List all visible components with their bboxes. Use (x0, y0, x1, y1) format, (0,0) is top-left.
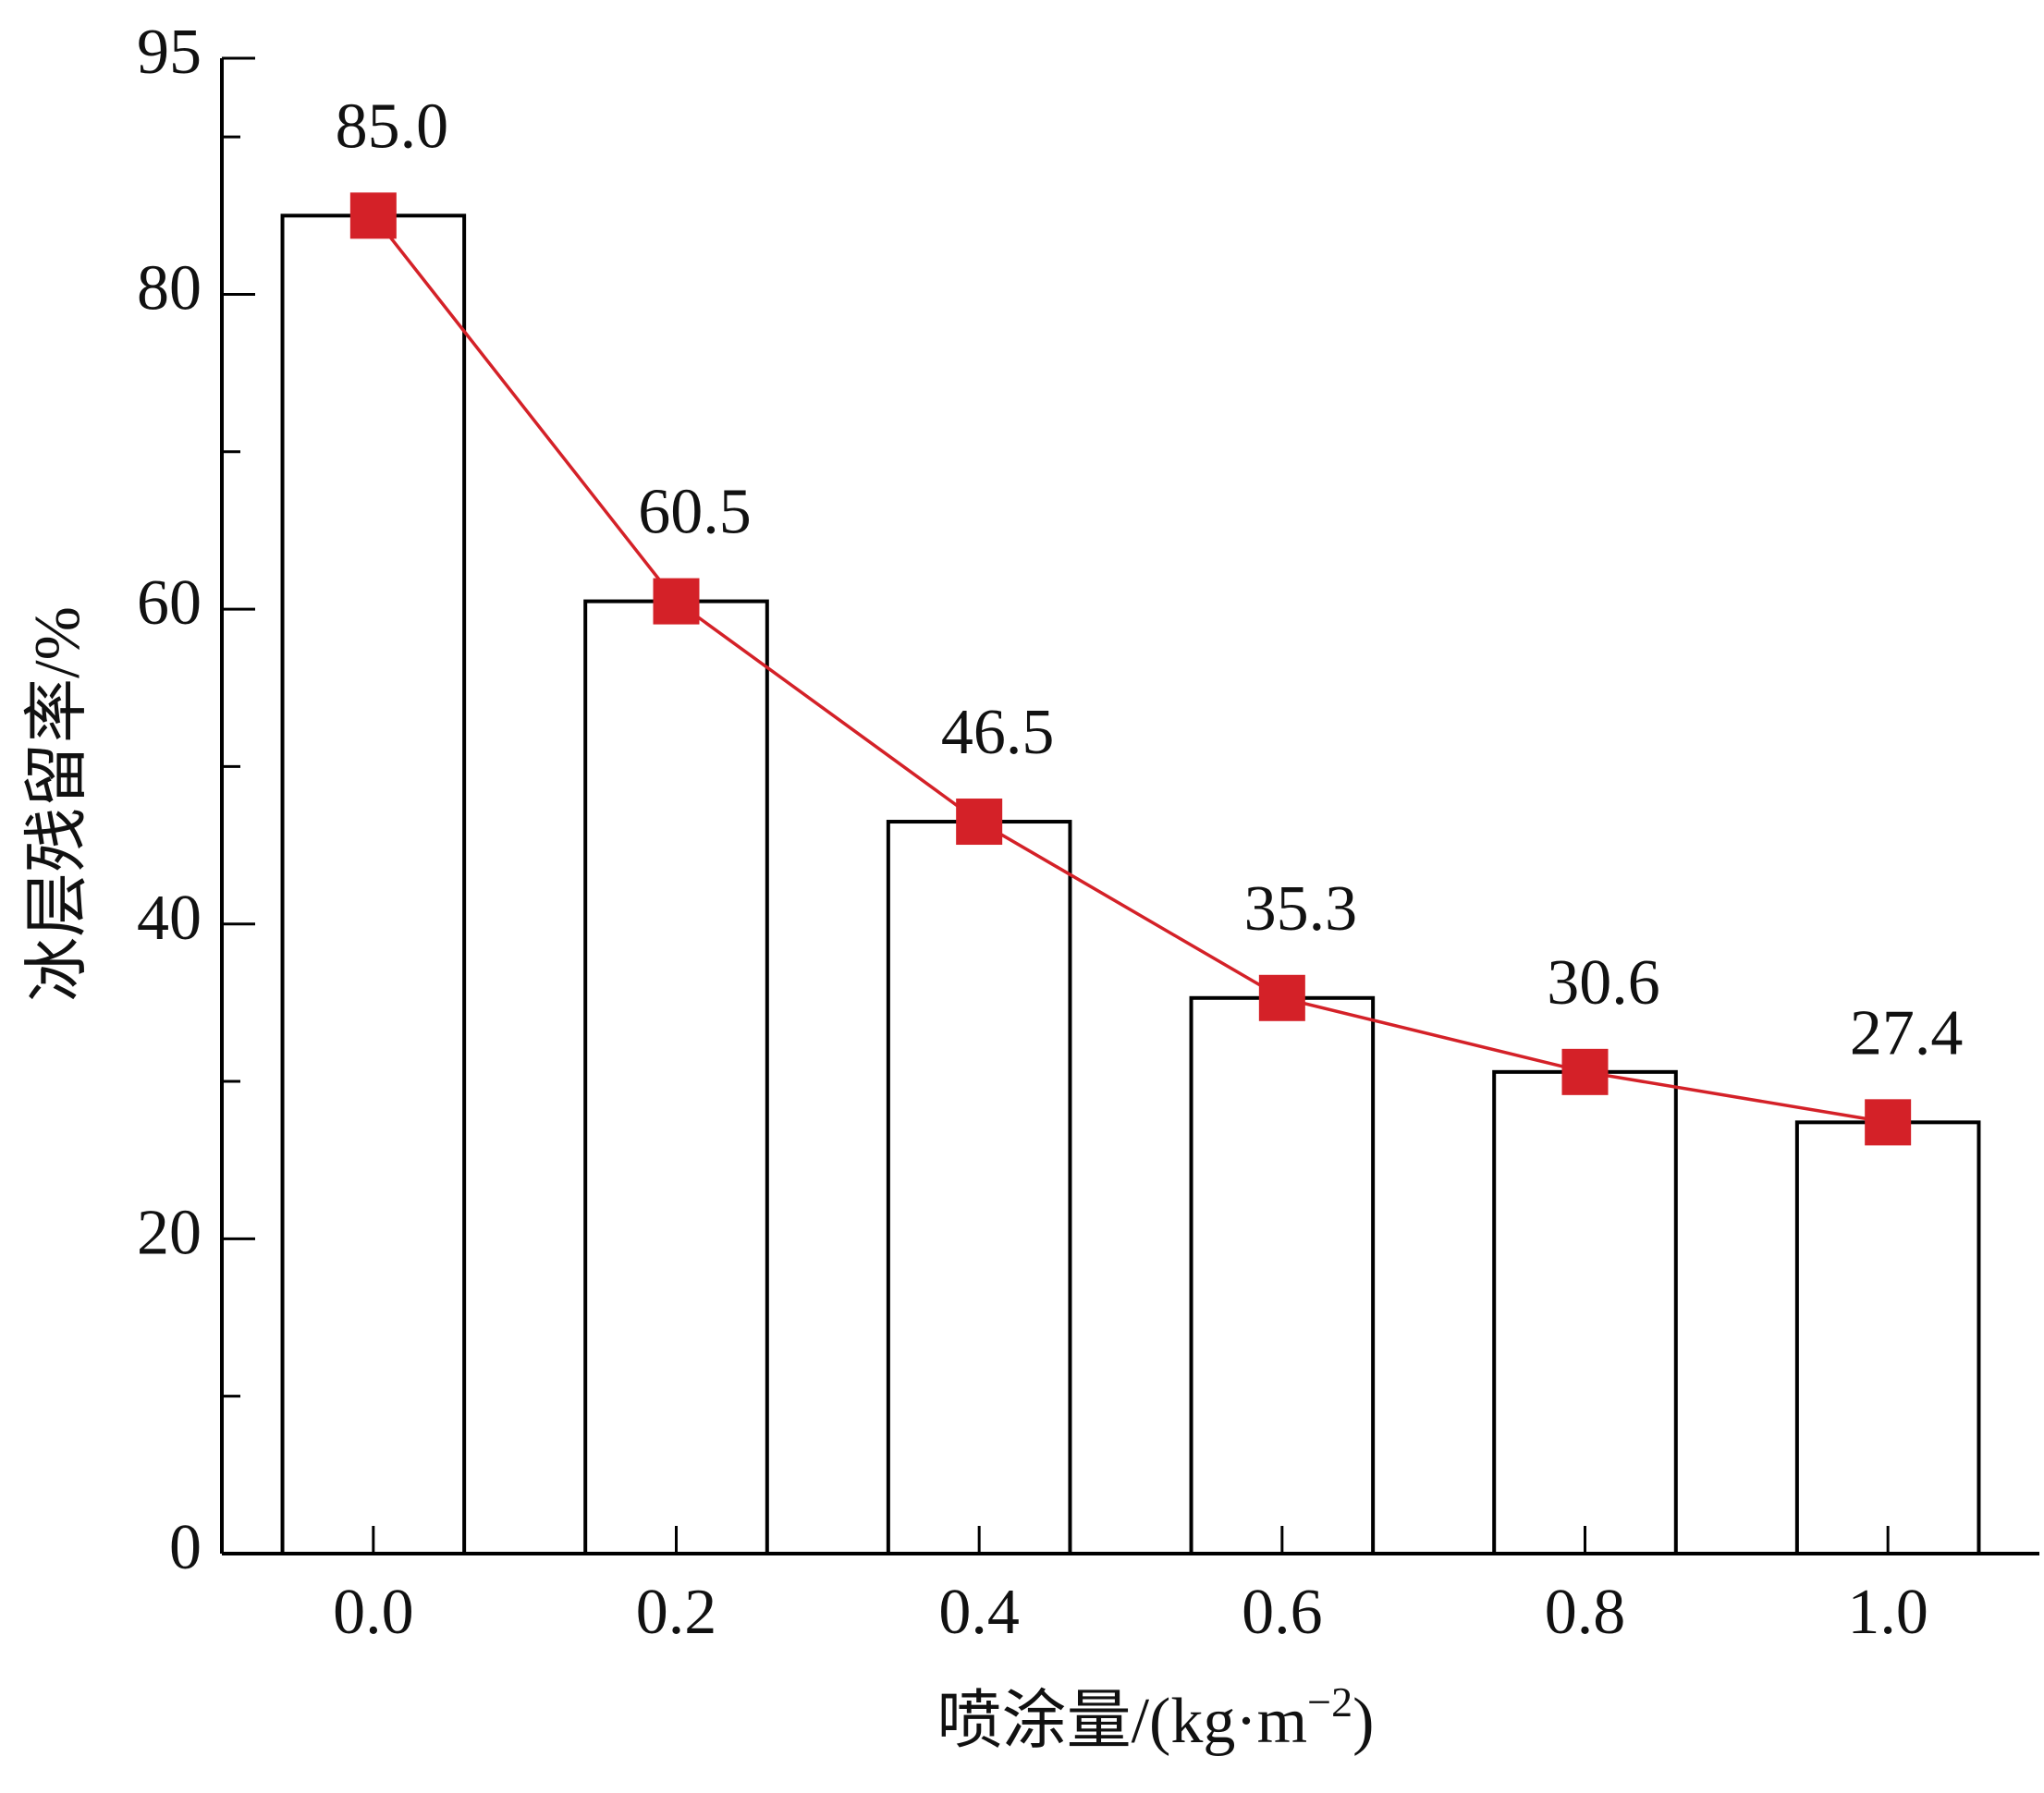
marker (1865, 1099, 1912, 1146)
data-label: 46.5 (941, 697, 1055, 768)
marker (956, 799, 1003, 846)
marker (653, 578, 700, 625)
data-label: 35.3 (1244, 873, 1358, 945)
data-label: 27.4 (1850, 997, 1964, 1068)
bar (280, 213, 467, 1555)
bar (1189, 995, 1376, 1555)
x-tick-label: 0.2 (636, 1577, 717, 1648)
x-axis-label: 喷涂量/(kg·m−2) (937, 1678, 1375, 1757)
data-label: 85.0 (336, 91, 449, 162)
y-tick-label: 20 (137, 1197, 202, 1268)
x-tick-label: 1.0 (1847, 1577, 1928, 1648)
data-label: 60.5 (638, 477, 752, 548)
bar (886, 820, 1072, 1555)
y-tick-label: 95 (137, 17, 202, 88)
line (372, 214, 1889, 1125)
x-tick-label: 0.0 (333, 1577, 414, 1648)
y-tick-label: 0 (169, 1512, 202, 1583)
y-tick-label: 80 (137, 253, 202, 324)
bar (1794, 1120, 1981, 1555)
x-tick-label: 0.4 (938, 1577, 1020, 1648)
bar (583, 599, 769, 1555)
bar (1492, 1069, 1678, 1556)
x-label-end: ) (1352, 1686, 1374, 1757)
marker (1258, 974, 1305, 1021)
marker (349, 192, 397, 239)
y-tick-label: 40 (137, 883, 202, 954)
x-label-sup: −2 (1307, 1678, 1352, 1726)
x-label-main: 喷涂量/(kg·m (937, 1686, 1308, 1757)
marker (1561, 1048, 1609, 1095)
x-tick-label: 0.6 (1242, 1577, 1323, 1648)
x-tick-label: 0.8 (1545, 1577, 1626, 1648)
y-tick-label: 60 (137, 567, 202, 639)
y-axis-label: 冰层残留率/% (22, 606, 93, 1002)
data-label: 30.6 (1547, 947, 1660, 1018)
